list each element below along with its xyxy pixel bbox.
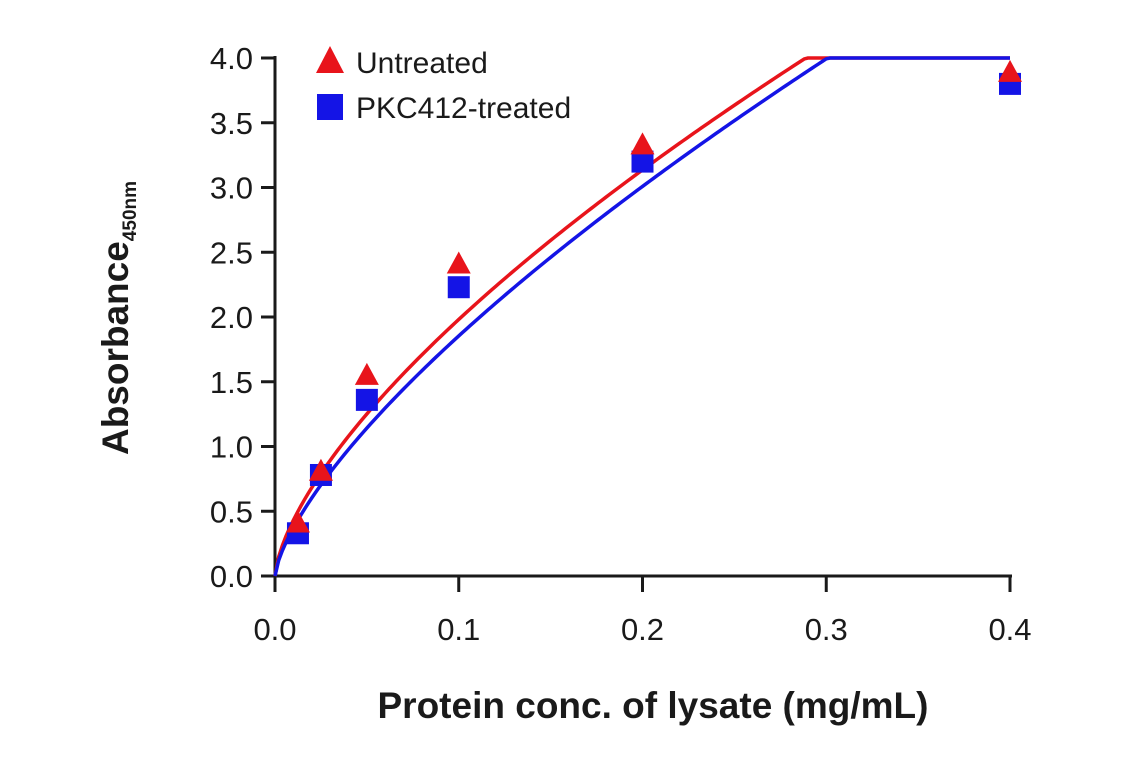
data-point-square	[631, 150, 654, 173]
data-point-square	[447, 276, 470, 299]
y-tick-label: 3.5	[210, 106, 253, 141]
y-tick-label: 0.0	[210, 559, 253, 594]
x-tick-label: 0.4	[988, 612, 1031, 647]
data-point-triangle	[998, 59, 1022, 82]
data-point-square	[355, 388, 378, 411]
legend-label: Untreated	[356, 47, 488, 80]
fit-curve-pkc412-treated	[273, 56, 1010, 577]
y-axis-title-subscript: 450nm	[120, 181, 141, 241]
x-tick-label: 0.3	[805, 612, 848, 647]
x-axis-title: Protein conc. of lysate (mg/mL)	[378, 685, 929, 726]
data-points	[285, 59, 1022, 545]
data-point-triangle	[446, 251, 471, 274]
y-tick-label: 0.5	[210, 494, 253, 529]
legend-triangle-icon	[316, 46, 344, 73]
y-tick-label: 1.5	[210, 365, 253, 400]
x-axis-ticks: 0.0 0.1 0.2 0.3 0.4	[253, 576, 1032, 647]
legend-label: PKC412-treated	[356, 92, 571, 125]
y-axis-title-group: Absorbance450nm	[95, 181, 141, 455]
y-axis-title: Absorbance450nm	[95, 181, 141, 455]
y-tick-label: 2.5	[210, 235, 253, 270]
y-tick-label: 3.0	[210, 171, 253, 206]
y-tick-label: 4.0	[210, 41, 253, 76]
x-tick-label: 0.2	[621, 612, 664, 647]
y-tick-label: 1.0	[210, 430, 253, 465]
axes	[273, 56, 1012, 578]
legend: Untreated PKC412-treated	[316, 46, 571, 125]
data-point-triangle	[630, 132, 655, 155]
x-tick-label: 0.0	[253, 612, 296, 647]
y-axis-ticks: 0.0 0.5 1.0 1.5 2.0 2.5 3.0 3.5 4.0	[210, 41, 275, 594]
legend-square-icon	[317, 94, 343, 120]
data-point-triangle	[308, 458, 333, 481]
y-tick-label: 2.0	[210, 300, 253, 335]
x-tick-label: 0.1	[437, 612, 480, 647]
data-point-triangle	[285, 510, 310, 533]
y-axis-title-main: Absorbance	[95, 241, 136, 455]
data-point-triangle	[354, 362, 379, 385]
